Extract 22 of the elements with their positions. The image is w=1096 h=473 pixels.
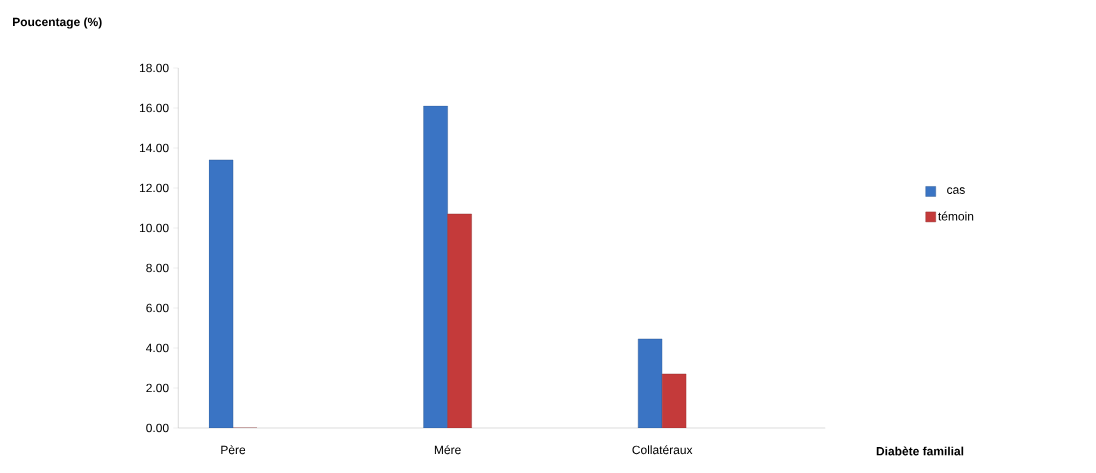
x-tick-label: Mére [434,445,461,455]
y-tick-label: 16.00 [139,103,169,113]
y-tick-label: 12.00 [139,183,169,193]
y-tick-label: 14.00 [139,143,169,153]
y-tick-label: 10.00 [139,223,169,233]
x-tick-label: Père [221,445,246,455]
bar [637,338,663,428]
bar [208,159,234,428]
y-tick-label: 18.00 [139,63,169,73]
x-tick-label: Collatéraux [632,445,693,455]
y-tick-label: 2.00 [146,383,169,393]
bar [661,373,687,428]
y-tick-label: 8.00 [146,263,169,273]
y-tick-label: 6.00 [146,303,169,313]
y-axis-title: Poucentage (%) [13,17,102,29]
bar [447,213,472,428]
y-tick-label: 0.00 [146,423,169,433]
legend-label: témoin [938,211,974,221]
y-tick-label: 4.00 [146,343,169,353]
bar [423,105,448,428]
legend-label: cas [947,187,965,194]
x-axis-title: Diabète familial [876,446,964,456]
